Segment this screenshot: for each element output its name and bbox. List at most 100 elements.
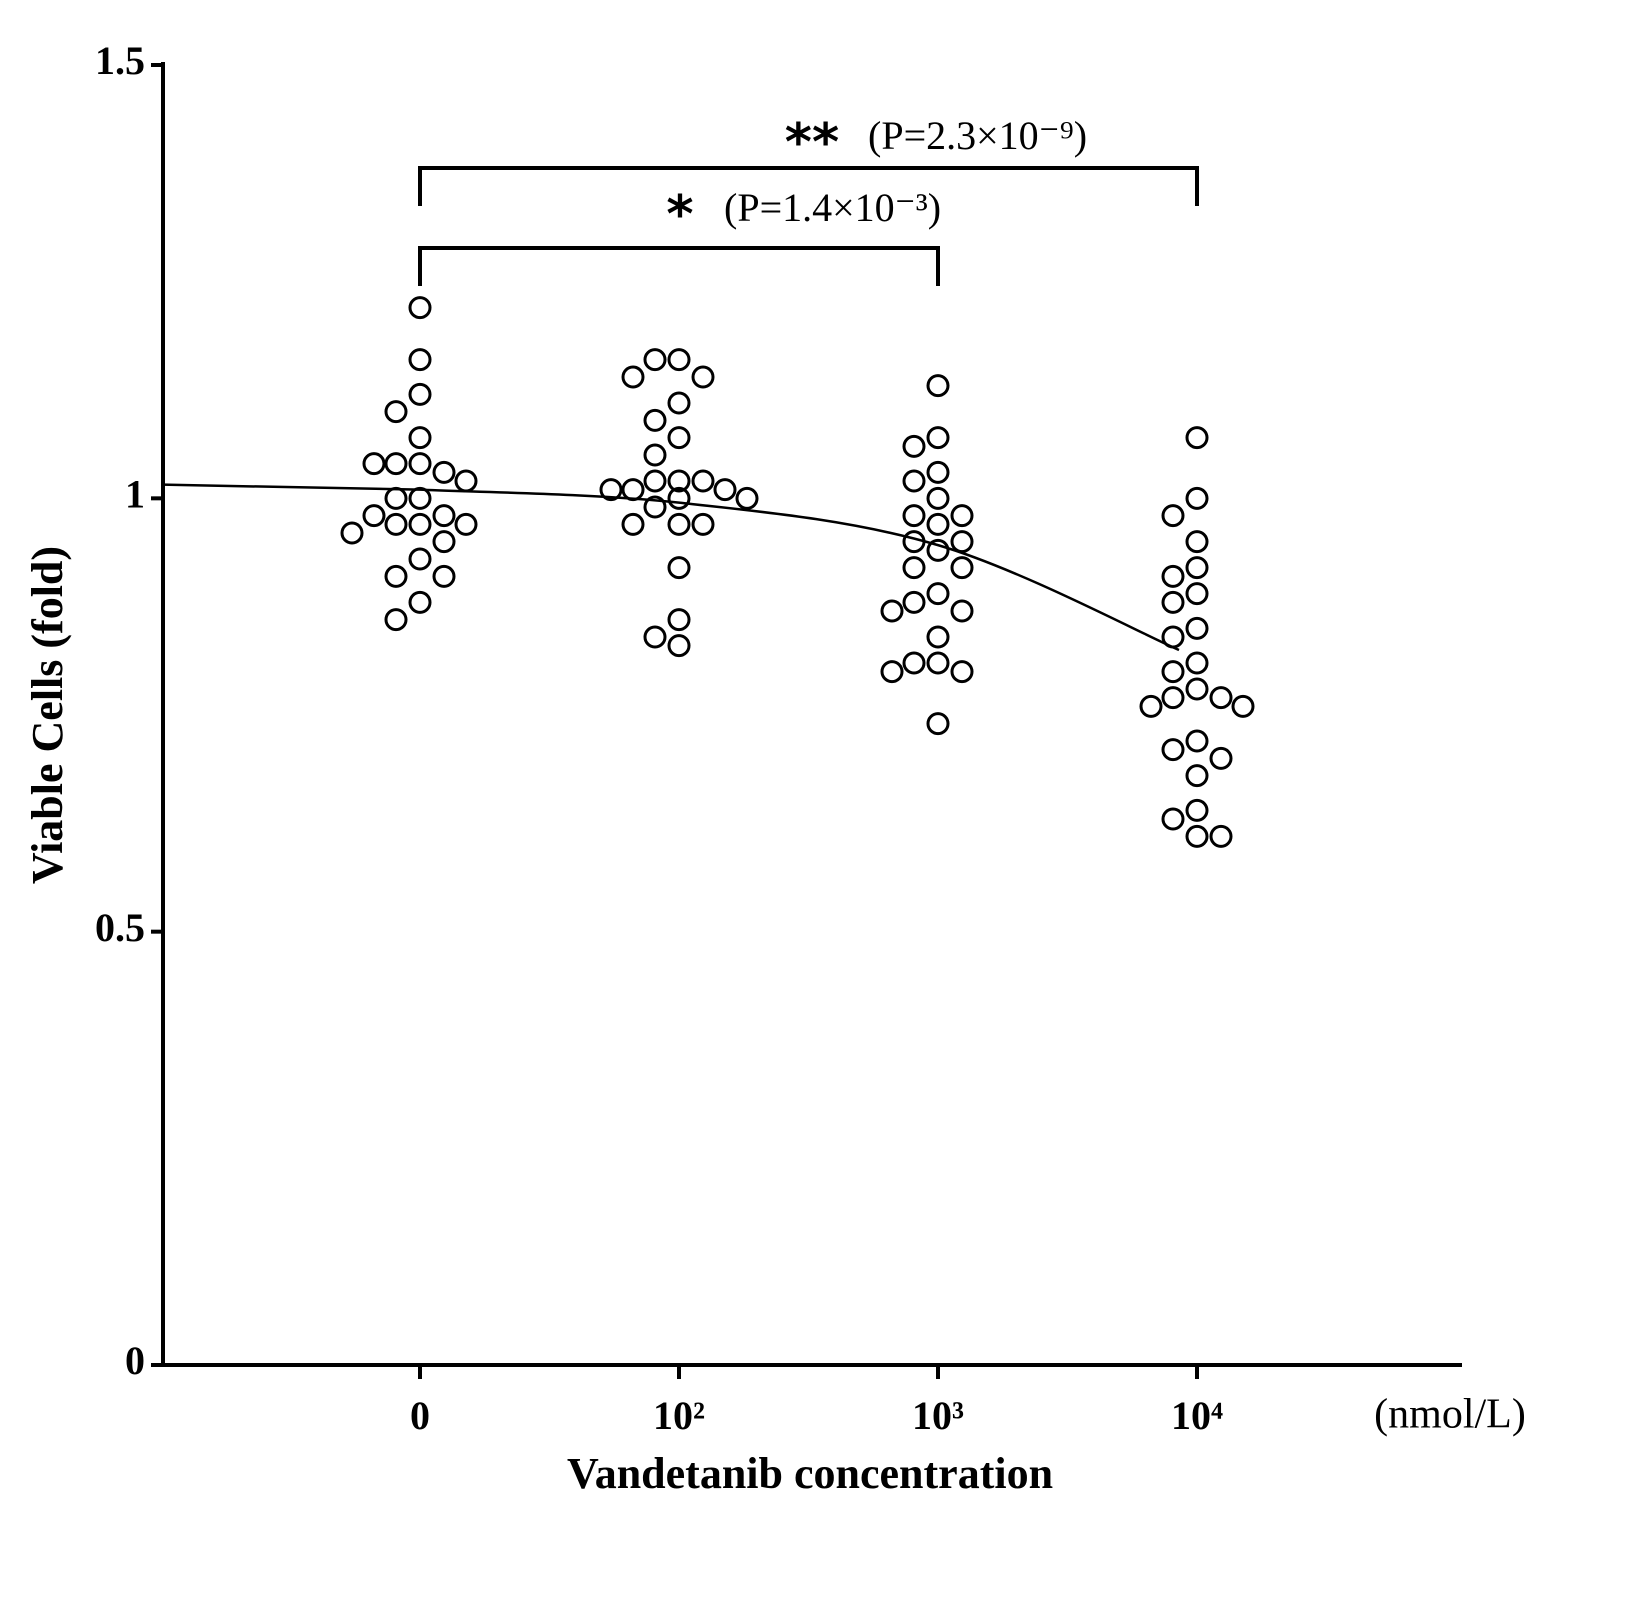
data-point xyxy=(667,634,691,658)
data-point xyxy=(1161,564,1185,588)
data-point xyxy=(880,599,904,623)
data-point xyxy=(1209,824,1233,848)
data-point xyxy=(340,521,364,545)
y-tick-label: 0.5 xyxy=(95,905,145,950)
data-point xyxy=(362,452,386,476)
x-tick-label: 0 xyxy=(410,1393,430,1438)
data-point xyxy=(902,651,926,675)
data-point xyxy=(713,478,737,502)
data-point xyxy=(384,400,408,424)
data-point xyxy=(621,512,645,536)
data-point xyxy=(432,530,456,554)
data-point xyxy=(926,460,950,484)
data-point xyxy=(950,599,974,623)
data-point xyxy=(667,391,691,415)
data-point xyxy=(384,512,408,536)
y-tick-label: 1.5 xyxy=(95,38,145,83)
data-point xyxy=(926,486,950,510)
data-point xyxy=(408,296,432,320)
data-point xyxy=(902,434,926,458)
data-point xyxy=(926,538,950,562)
data-point xyxy=(950,660,974,684)
data-point xyxy=(408,382,432,406)
data-point xyxy=(1161,807,1185,831)
data-point xyxy=(1139,694,1163,718)
data-point xyxy=(408,590,432,614)
data-point xyxy=(926,712,950,736)
data-point xyxy=(1185,677,1209,701)
data-point xyxy=(643,408,667,432)
data-point xyxy=(1185,651,1209,675)
data-point xyxy=(950,556,974,580)
y-axis-label: Viable Cells (fold) xyxy=(23,546,72,884)
data-point xyxy=(926,582,950,606)
x-tick-label: 10³ xyxy=(912,1393,964,1438)
data-point xyxy=(1185,616,1209,640)
data-point xyxy=(950,530,974,554)
data-point xyxy=(1209,746,1233,770)
data-point xyxy=(408,348,432,372)
data-point xyxy=(384,486,408,510)
data-point xyxy=(1161,686,1185,710)
data-point xyxy=(691,365,715,389)
data-point xyxy=(1185,729,1209,753)
p-value: (P=2.3×10⁻⁹) xyxy=(868,113,1087,158)
data-point xyxy=(1161,738,1185,762)
significance-stars: * xyxy=(666,185,693,245)
significance-bracket xyxy=(418,166,1199,206)
data-point xyxy=(1185,824,1209,848)
fit-curve xyxy=(419,488,1180,652)
data-point xyxy=(643,443,667,467)
data-point xyxy=(1161,660,1185,684)
data-point xyxy=(454,469,478,493)
data-point xyxy=(902,469,926,493)
data-point xyxy=(599,478,623,502)
data-point xyxy=(1185,556,1209,580)
data-point xyxy=(1161,504,1185,528)
data-point xyxy=(667,556,691,580)
x-axis-unit: (nmol/L) xyxy=(1374,1392,1526,1438)
data-point xyxy=(735,486,759,510)
x-axis-label: Vandetanib concentration xyxy=(567,1449,1053,1498)
fit-extension xyxy=(162,483,421,491)
data-point xyxy=(1185,426,1209,450)
data-point xyxy=(667,426,691,450)
data-point xyxy=(384,608,408,632)
significance-bracket xyxy=(418,246,940,286)
data-point xyxy=(902,590,926,614)
data-point xyxy=(408,512,432,536)
data-point xyxy=(1161,590,1185,614)
data-point xyxy=(667,486,691,510)
data-point xyxy=(408,426,432,450)
data-point xyxy=(902,504,926,528)
data-point xyxy=(408,486,432,510)
data-point xyxy=(1209,686,1233,710)
data-point xyxy=(621,365,645,389)
data-point xyxy=(667,608,691,632)
p-value: (P=1.4×10⁻³) xyxy=(724,185,941,230)
data-point xyxy=(1185,582,1209,606)
data-point xyxy=(384,452,408,476)
data-point xyxy=(1185,764,1209,788)
data-point xyxy=(1185,798,1209,822)
data-point xyxy=(1185,530,1209,554)
x-tick-label: 10⁴ xyxy=(1171,1393,1223,1438)
data-point xyxy=(362,504,386,528)
significance-stars: ** xyxy=(785,113,839,173)
data-point xyxy=(691,469,715,493)
data-point xyxy=(667,469,691,493)
data-point xyxy=(667,512,691,536)
data-point xyxy=(408,452,432,476)
data-point xyxy=(621,478,645,502)
data-point xyxy=(691,512,715,536)
data-point xyxy=(643,495,667,519)
data-point xyxy=(643,469,667,493)
data-point xyxy=(926,512,950,536)
data-point xyxy=(926,625,950,649)
data-point xyxy=(950,504,974,528)
data-point xyxy=(926,374,950,398)
data-point xyxy=(902,530,926,554)
data-point xyxy=(384,564,408,588)
data-point xyxy=(926,426,950,450)
